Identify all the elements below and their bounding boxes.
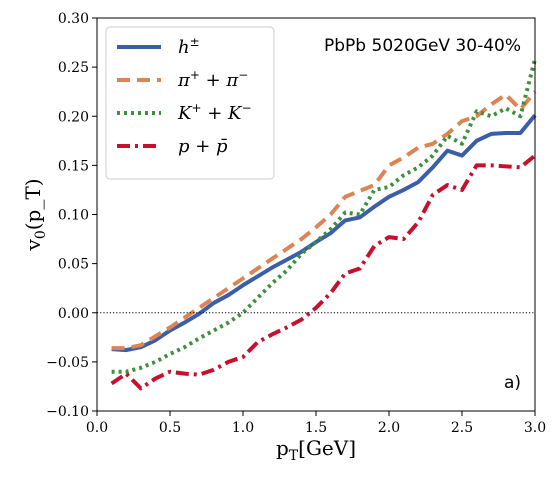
x-axis-title: pT[GeV]: [276, 436, 356, 464]
panel-label: a): [504, 373, 521, 393]
x-tick-label: 1.5: [305, 420, 327, 436]
legend-label: p + p̄: [178, 136, 228, 157]
legend-label: π+​ + π−​: [177, 68, 248, 91]
y-tick-label: −0.05: [46, 355, 89, 371]
legend-box: [105, 26, 275, 180]
y-tick-label: 0.05: [58, 257, 89, 273]
y-tick-label: −0.10: [46, 404, 89, 420]
x-axis: 0.0 0.5 1.0 1.5 2.0 2.5 3.0: [86, 411, 546, 436]
y-tick-label: 0.30: [58, 11, 89, 27]
legend-label: K+​ + K−​: [177, 101, 252, 124]
y-tick-label: 0.00: [58, 306, 89, 322]
y-tick-label: 0.25: [58, 60, 89, 76]
series-line-1: [111, 113, 537, 353]
x-tick-label: 2.0: [378, 420, 400, 436]
x-tick-label: 0.0: [86, 420, 108, 436]
series-line-2: [111, 90, 537, 351]
y-axis-title: v0(p_T): [21, 179, 49, 252]
system-annotation: PbPb 5020GeV 30-40%: [324, 36, 521, 56]
x-tick-label: 3.0: [524, 420, 546, 436]
x-tick-label: 2.5: [451, 420, 473, 436]
x-tick-label: 1.0: [232, 420, 254, 436]
y-tick-label: 0.15: [58, 158, 89, 174]
plot-lines: [110, 58, 537, 391]
y-tick-label: 0.10: [58, 208, 89, 224]
legend: h±​ π+​ + π−​ K+​ + K−​ p + p̄: [105, 26, 275, 180]
legend-label: h±​: [178, 35, 200, 58]
y-tick-label: 0.20: [58, 109, 89, 125]
y-axis: −0.10 −0.05 0.00 0.05 0.10 0.15 0.20 0.25 0.30: [46, 11, 97, 420]
x-tick-label: 0.5: [159, 420, 181, 436]
series-line-3: [111, 58, 537, 374]
series-line-4: [110, 153, 537, 391]
